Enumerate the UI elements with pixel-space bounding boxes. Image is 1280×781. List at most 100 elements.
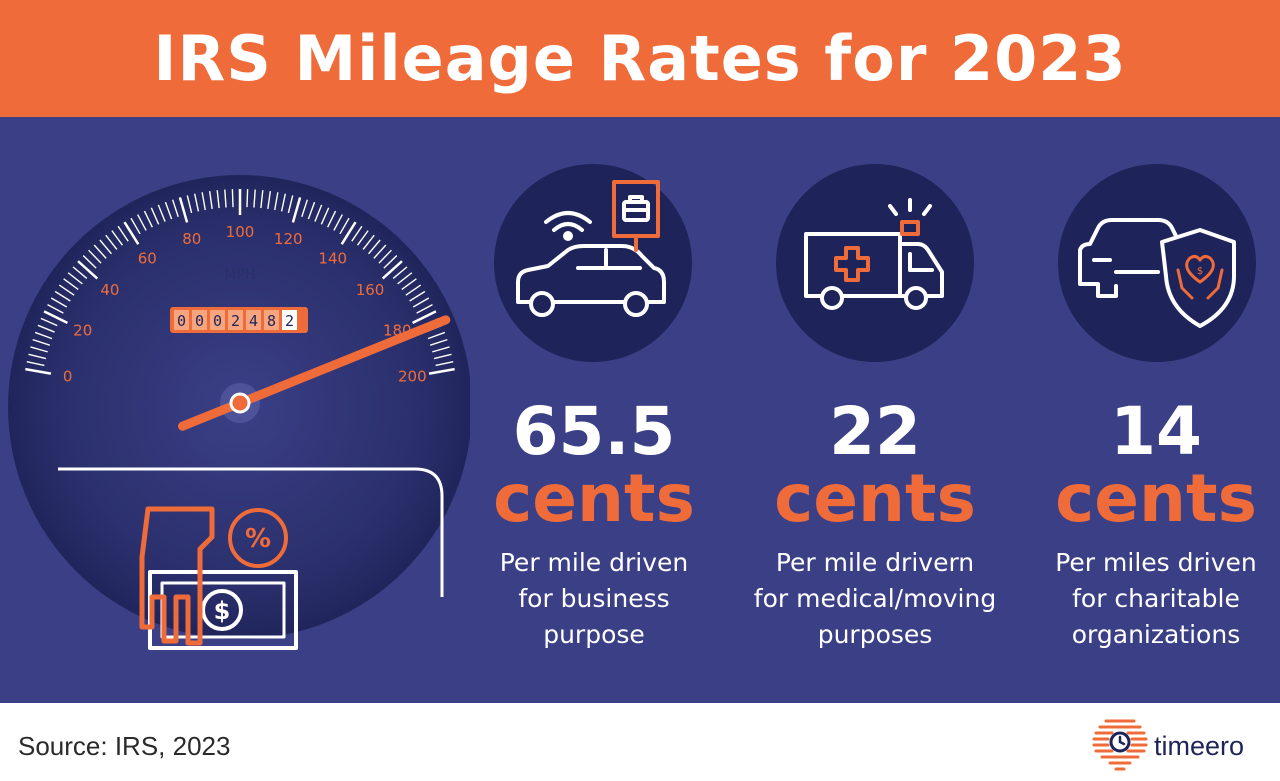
gauge-tick [164,201,173,220]
rate-amount: 22 [829,393,921,470]
medical-moving-rate: 22 cents Per mile drivern for medical/mo… [725,397,1025,653]
gauge-tick [130,217,141,235]
gauge-tick [34,331,53,340]
odometer-digit: 0 [195,312,204,330]
car-shield-heart-icon: $ [1058,164,1256,362]
rate-description: Per miles driven for charitable organiza… [1055,548,1257,649]
gauge-tick [99,239,112,255]
rate-unit: cents [493,460,695,537]
footer: Source: IRS, 2023 timeero [0,703,1280,781]
gauge-tick-label: 160 [356,281,385,299]
gauge-tick [26,360,45,367]
gauge-tick [50,297,68,308]
gauge-tick [171,199,179,218]
gauge-tick [356,230,369,246]
gauge-tick [93,244,107,259]
gauge-tick [412,310,437,324]
gauge-tick [435,360,454,367]
gauge-tick [43,310,68,324]
gauge-tick [32,338,51,346]
gauge-tick [314,204,323,222]
odometer-digit: 2 [231,312,240,330]
gauge-tick [111,230,124,246]
gauge-tick [362,234,375,250]
dollar-icon: $ [214,597,231,625]
gauge-tick [373,244,387,259]
gauge-tick [307,201,316,220]
rate-description: Per mile drivern for medical/moving purp… [753,548,997,649]
gauge-tick [433,353,452,360]
gauge-tick-label: 40 [100,281,119,299]
rate-unit: cents [1055,460,1257,537]
gauge-tick-label: 80 [182,230,201,248]
gauge-tick [82,255,97,269]
gauge-tick [58,284,75,296]
title-banner: IRS Mileage Rates for 2023 [0,0,1280,117]
gauge-tick [157,204,166,222]
gauge-tick-label: 20 [73,321,92,339]
gauge-tick-label: 60 [138,250,157,268]
brand-name: timeero [1154,731,1245,761]
gauge-tick [405,284,422,296]
gauge-tick [137,214,147,231]
gauge-tick [186,195,193,214]
gauge-tick [260,190,264,209]
rate-description: Per mile driven for business purpose [499,548,689,649]
rate-amount: 14 [1110,393,1202,470]
gauge-tick [72,266,88,279]
gauge-tick [63,278,79,291]
gauge-tick [401,278,417,291]
gauge-tick [274,192,279,211]
business-rate: 65.5 cents Per mile driven for business … [444,397,744,653]
gauge-tick [416,304,433,314]
odometer-digit: 0 [213,312,222,330]
page-title: IRS Mileage Rates for 2023 [153,22,1127,95]
gauge-tick [77,260,99,280]
gauge-tick [28,353,47,360]
gauge-tick-label: 100 [226,223,255,241]
rate-unit: cents [774,460,976,537]
gauge-tick [340,221,357,245]
gauge-tick [429,338,448,346]
source-note: Source: IRS, 2023 [18,731,231,761]
gauge-tick [246,189,249,208]
gauge-tick [427,331,446,340]
gauge-tick [178,197,189,223]
gauge-tick [291,197,302,223]
timeero-logo-icon [1092,719,1148,771]
ambulance-icon [776,164,974,362]
gauge-tick [231,189,234,208]
gauge-tick [40,317,58,327]
gauge-tick [301,199,309,218]
gauge-tick [54,290,71,302]
svg-text:%: % [245,524,271,554]
gauge-tick [392,266,408,279]
svg-text:$: $ [1197,266,1203,277]
hand-money-icon: $ % [139,506,298,650]
gauge-tick [432,346,450,353]
rate-amount: 65.5 [512,393,676,470]
car-briefcase-icon [494,164,692,362]
gauge-tick [412,297,430,308]
gauge-tick [88,249,102,264]
gauge-tick [378,249,392,264]
brand-logo: timeero [1092,715,1272,775]
gauge-tick-label: 200 [398,368,427,386]
gauge-tick [381,260,403,280]
gauge-tick [351,225,363,242]
needle [178,315,451,431]
gauge-tick [25,367,52,375]
gauge-tick [397,272,413,285]
gauge-tick [201,192,206,211]
gauge-tick-label: 120 [274,230,303,248]
gauge-tick [150,207,160,225]
gauge-tick [383,255,398,269]
gauge-tick [287,195,294,214]
odometer-digit: 2 [285,312,294,330]
odometer-digit: 0 [177,312,186,330]
gauge-tick [30,346,48,353]
gauge-tick [320,207,330,225]
gauge-tick [224,189,227,208]
gauge-tick [47,304,64,314]
